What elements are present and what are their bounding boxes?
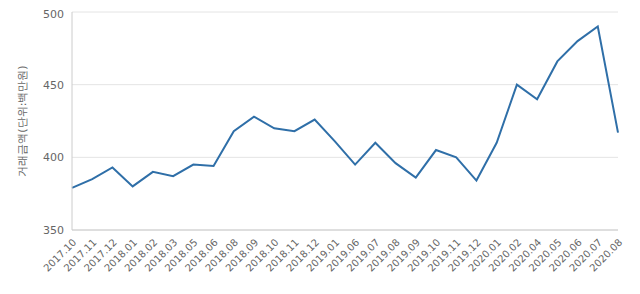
- svg-text:2019.11: 2019.11: [425, 236, 463, 274]
- svg-text:400: 400: [43, 151, 64, 164]
- svg-text:2018.08: 2018.08: [203, 236, 241, 274]
- svg-text:2018.06: 2018.06: [183, 236, 220, 274]
- svg-text:500: 500: [43, 8, 64, 21]
- svg-text:2019.08: 2019.08: [365, 236, 402, 274]
- svg-text:2018.02: 2018.02: [122, 236, 160, 274]
- svg-text:2020.04: 2020.04: [506, 236, 544, 274]
- svg-text:2017.10: 2017.10: [41, 236, 79, 274]
- svg-text:2019.09: 2019.09: [385, 236, 423, 274]
- svg-text:2020.08: 2020.08: [587, 237, 624, 274]
- svg-text:2017.11: 2017.11: [61, 236, 99, 274]
- svg-text:350: 350: [43, 224, 64, 237]
- svg-text:2020.07: 2020.07: [567, 236, 605, 274]
- svg-text:2019.06: 2019.06: [324, 236, 362, 274]
- svg-text:2020.05: 2020.05: [526, 236, 564, 274]
- svg-text:2018.10: 2018.10: [243, 236, 281, 274]
- svg-text:2018.03: 2018.03: [142, 236, 180, 274]
- svg-text:450: 450: [43, 79, 64, 92]
- svg-text:2019.01: 2019.01: [304, 236, 342, 274]
- svg-text:2019.12: 2019.12: [445, 236, 483, 274]
- svg-text:2019.10: 2019.10: [405, 236, 443, 274]
- svg-text:2018.11: 2018.11: [263, 236, 301, 274]
- svg-text:2020.06: 2020.06: [547, 236, 584, 274]
- svg-text:2018.05: 2018.05: [162, 236, 200, 274]
- svg-text:2019.07: 2019.07: [344, 236, 382, 274]
- svg-text:거래금액(단위:백만원): 거래금액(단위:백만원): [16, 65, 29, 176]
- svg-text:2020.02: 2020.02: [486, 236, 524, 274]
- svg-text:2018.09: 2018.09: [223, 236, 261, 274]
- svg-text:2018.01: 2018.01: [102, 236, 140, 274]
- svg-text:2017.12: 2017.12: [81, 236, 119, 274]
- svg-text:2018.12: 2018.12: [284, 236, 322, 274]
- svg-text:2020.01: 2020.01: [466, 236, 504, 274]
